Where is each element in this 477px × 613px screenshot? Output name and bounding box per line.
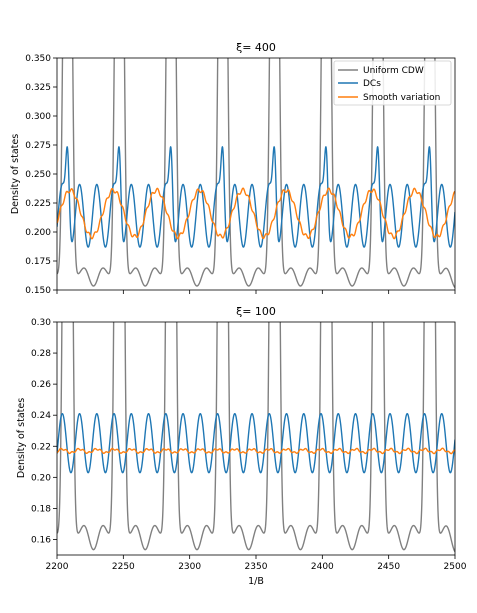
y-axis-label: Density of states xyxy=(16,398,27,478)
x-tick-label: 2300 xyxy=(178,562,201,572)
y-tick-label: 0.16 xyxy=(31,535,51,545)
panel-title: ξ= 100 xyxy=(236,305,276,318)
y-tick-label: 0.200 xyxy=(25,228,51,238)
x-tick-label: 2400 xyxy=(311,562,334,572)
y-tick-label: 0.26 xyxy=(31,380,51,390)
x-axis-label: 1/B xyxy=(248,576,264,587)
panel-title: ξ= 400 xyxy=(236,41,276,54)
x-tick-label: 2350 xyxy=(245,562,268,572)
y-tick-label: 0.325 xyxy=(25,83,51,93)
x-tick-label: 2200 xyxy=(46,562,69,572)
legend-label-uniform-cdw: Uniform CDW xyxy=(363,66,424,76)
panel-xi-400: ξ= 400 Density of states 0.150 0.175 0.200… xyxy=(10,0,455,296)
y-tick-label: 0.275 xyxy=(25,141,51,151)
ticks: 2200 2250 2300 2350 2400 2450 2500 0.16 0.18 0.20… xyxy=(31,318,467,572)
legend-label-dcs: DCs xyxy=(363,79,381,89)
y-tick-label: 0.250 xyxy=(25,170,51,180)
series-line-dcs xyxy=(57,147,455,247)
y-tick-label: 0.350 xyxy=(25,54,51,64)
x-tick-label: 2450 xyxy=(377,562,400,572)
y-tick-label: 0.24 xyxy=(31,411,51,421)
x-tick-label: 2250 xyxy=(112,562,135,572)
y-tick-label: 0.30 xyxy=(31,318,51,328)
x-tick-label: 2500 xyxy=(444,562,467,572)
legend: Uniform CDW DCs Smooth variation xyxy=(334,61,451,105)
y-tick-label: 0.28 xyxy=(31,349,51,359)
y-tick-label: 0.300 xyxy=(25,112,51,122)
y-axis-label: Density of states xyxy=(10,134,21,214)
y-tick-label: 0.225 xyxy=(25,199,51,209)
y-tick-label: 0.175 xyxy=(25,257,51,267)
panel-xi-100: ξ= 100 Density of states 1/B 2200 2250 230… xyxy=(16,167,467,587)
y-tick-label: 0.22 xyxy=(31,442,51,452)
y-tick-label: 0.18 xyxy=(31,504,51,514)
y-tick-label: 0.20 xyxy=(31,473,51,483)
y-tick-label: 0.150 xyxy=(25,286,51,296)
legend-label-smooth: Smooth variation xyxy=(363,93,440,103)
series-line-dcs xyxy=(57,414,455,473)
